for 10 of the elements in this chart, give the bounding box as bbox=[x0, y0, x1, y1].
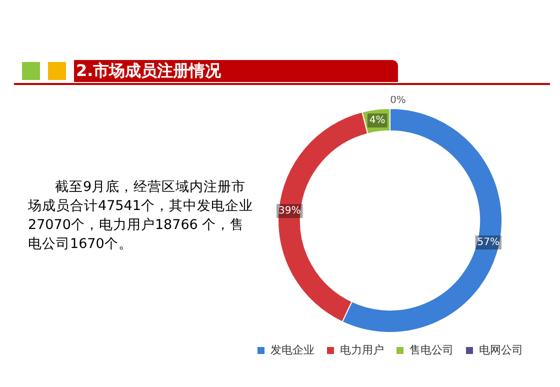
legend-label: 售电公司 bbox=[410, 343, 454, 356]
data-label: 39% bbox=[278, 206, 301, 217]
text: 截至9月底，经营区域内注册市场成员合计47541个，其中发电企业27070个，电力用户18766 个，售电公司1670个。 bbox=[28, 178, 254, 254]
chart-title: 2.市场成员注册情况 bbox=[74, 60, 398, 82]
data-label: 4% bbox=[369, 115, 386, 126]
text: 0% bbox=[390, 95, 406, 106]
legend-label: 电力用户 bbox=[340, 343, 384, 356]
legend-label: 发电企业 bbox=[270, 343, 314, 356]
data-label: 57% bbox=[477, 237, 500, 248]
legend-label: 电网公司 bbox=[479, 343, 523, 356]
